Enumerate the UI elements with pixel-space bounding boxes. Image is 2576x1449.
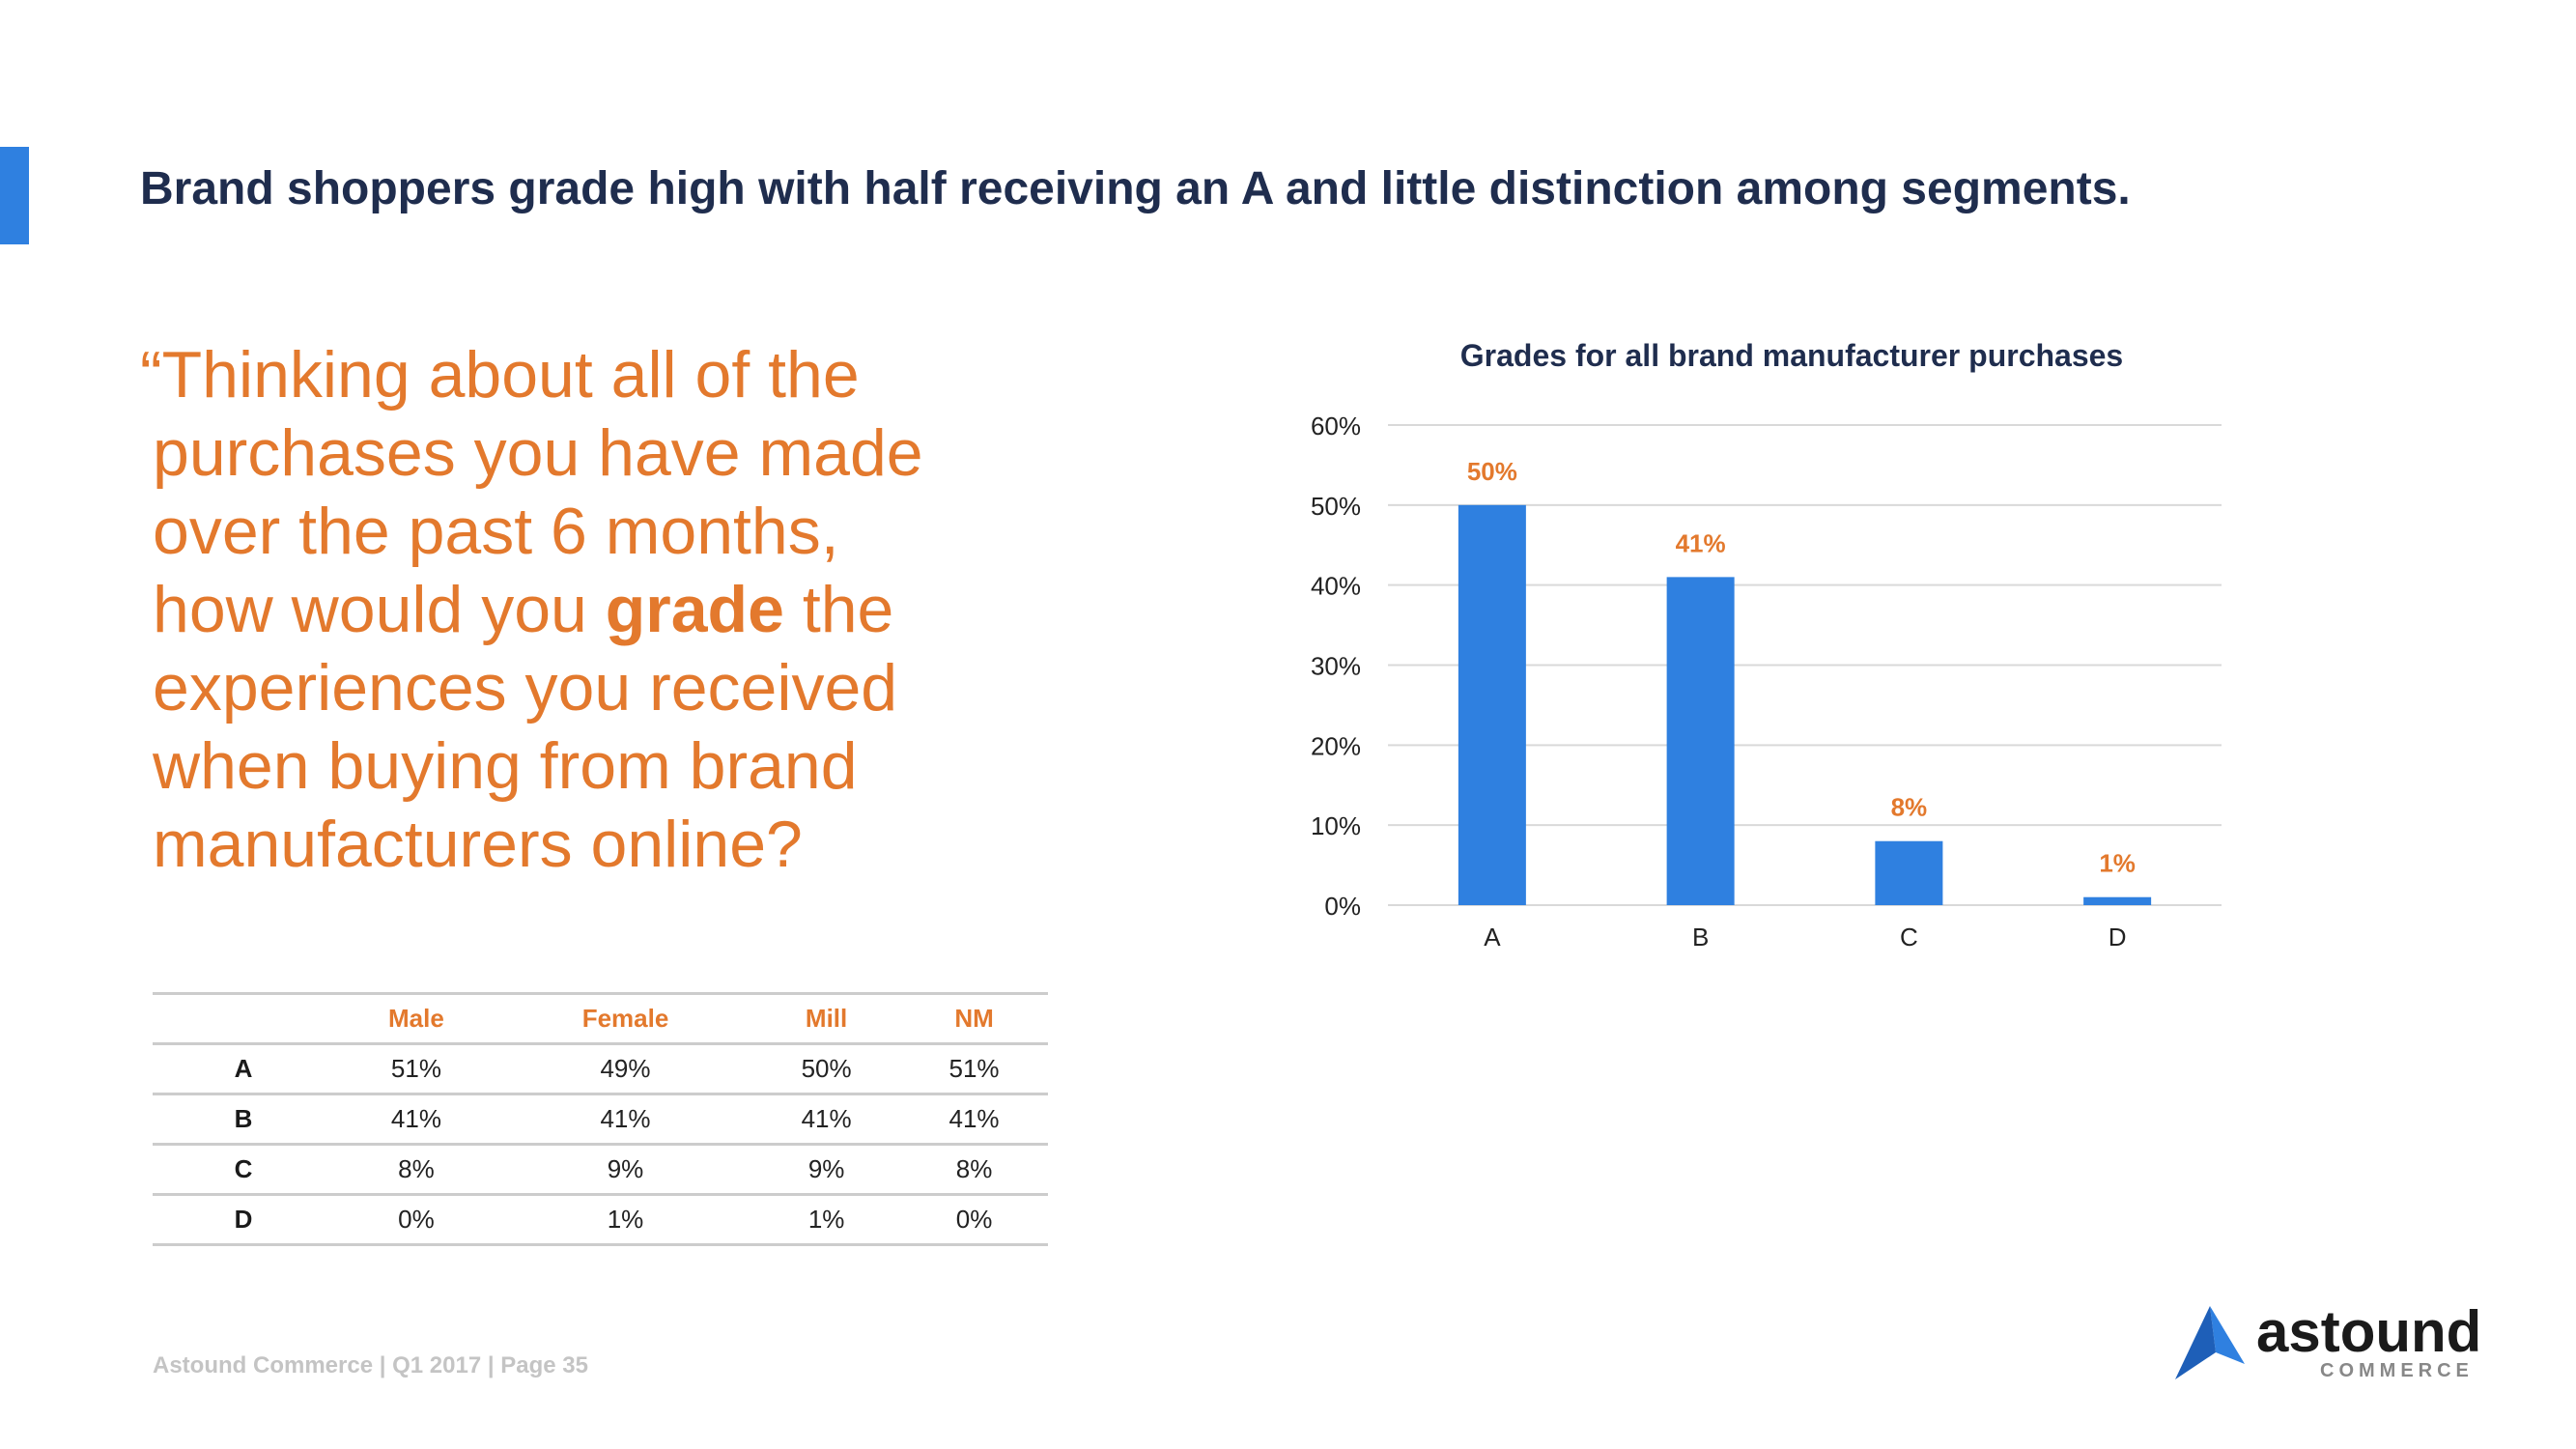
logo-subtitle: COMMERCE	[2320, 1360, 2474, 1381]
bar-d	[2083, 896, 2152, 905]
table-row: C 8% 9% 9% 8%	[153, 1144, 1048, 1196]
table-cell: 8%	[334, 1144, 498, 1196]
row-grade: B	[153, 1094, 334, 1146]
x-tick-label: B	[1692, 923, 1709, 952]
header-mill: Mill	[752, 992, 901, 1045]
bar-b	[1666, 577, 1735, 905]
question-line-6: when buying from brand	[153, 729, 858, 803]
question-line-3: over the past 6 months,	[153, 495, 839, 568]
question-line-5: experiences you received	[153, 651, 898, 724]
table-row: A 51% 49% 50% 51%	[153, 1043, 1048, 1095]
table-cell: 41%	[752, 1094, 901, 1146]
y-tick-label: 10%	[1311, 811, 1361, 840]
table-cell: 51%	[334, 1043, 498, 1095]
x-tick-label: C	[1900, 923, 1918, 952]
table-cell: 0%	[900, 1194, 1048, 1246]
bar-a	[1458, 504, 1526, 905]
table-cell: 1%	[752, 1194, 901, 1246]
y-tick-label: 20%	[1311, 731, 1361, 760]
slide-title: Brand shoppers grade high with half rece…	[140, 163, 2131, 214]
table-cell: 1%	[497, 1194, 753, 1246]
data-label: 41%	[1676, 528, 1726, 557]
question-line-2: purchases you have made	[153, 416, 923, 490]
bar-c	[1875, 840, 1943, 905]
data-label: 1%	[2099, 849, 2136, 878]
header-female: Female	[497, 992, 753, 1045]
table-cell: 41%	[900, 1094, 1048, 1146]
table-cell: 8%	[900, 1144, 1048, 1196]
footer-text: Astound Commerce | Q1 2017 | Page 35	[153, 1352, 588, 1378]
data-label: 50%	[1467, 457, 1517, 486]
header-blank	[153, 992, 334, 1045]
table-row: D 0% 1% 1% 0%	[153, 1194, 1048, 1246]
grades-bar-chart: 0% 10% 20% 30% 40% 50% 60% 50% A 41% B 8% C 1% D	[1311, 412, 2222, 952]
x-tick-label: A	[1484, 923, 1501, 952]
logo-wordmark: astound	[2256, 1299, 2482, 1364]
question-line-7: manufacturers online?	[153, 808, 803, 881]
question-line-4-start: how would you	[153, 573, 606, 646]
table-cell: 50%	[752, 1043, 901, 1095]
table-cell: 9%	[497, 1144, 753, 1196]
table-cell: 0%	[334, 1194, 498, 1246]
row-grade: D	[153, 1194, 334, 1246]
table-cell: 41%	[334, 1094, 498, 1146]
table-cell: 51%	[900, 1043, 1048, 1095]
y-tick-label: 40%	[1311, 572, 1361, 601]
segment-table: Male Female Mill NM A 51% 49% 50% 51% B …	[153, 992, 1048, 1246]
question-line-4-end: the	[783, 573, 894, 646]
question-line-4: how would you grade the	[140, 571, 1009, 649]
y-tick-label: 30%	[1311, 652, 1361, 681]
logo-arrow-icon	[2175, 1306, 2245, 1379]
astound-logo: astound COMMERCE	[2173, 1299, 2481, 1385]
table-row: B 41% 41% 41% 41%	[153, 1094, 1048, 1146]
question-line-1: “Thinking about all of the	[140, 338, 860, 412]
data-label: 8%	[1891, 793, 1928, 822]
row-grade: C	[153, 1144, 334, 1196]
y-tick-label: 50%	[1311, 492, 1361, 521]
table-cell: 49%	[497, 1043, 753, 1095]
survey-question: “Thinking about all of the purchases you…	[140, 336, 1009, 884]
header-nm: NM	[900, 992, 1048, 1045]
x-tick-label: D	[2109, 923, 2127, 952]
table-cell: 9%	[752, 1144, 901, 1196]
chart-title: Grades for all brand manufacturer purcha…	[1459, 338, 2124, 373]
header-male: Male	[334, 992, 498, 1045]
question-emphasis-grade: grade	[605, 573, 784, 646]
accent-bar	[0, 147, 29, 244]
table-cell: 41%	[497, 1094, 753, 1146]
segment-table-header: Male Female Mill NM	[153, 992, 1048, 1045]
y-tick-label: 0%	[1324, 892, 1361, 921]
row-grade: A	[153, 1043, 334, 1095]
y-tick-label: 60%	[1311, 412, 1361, 440]
